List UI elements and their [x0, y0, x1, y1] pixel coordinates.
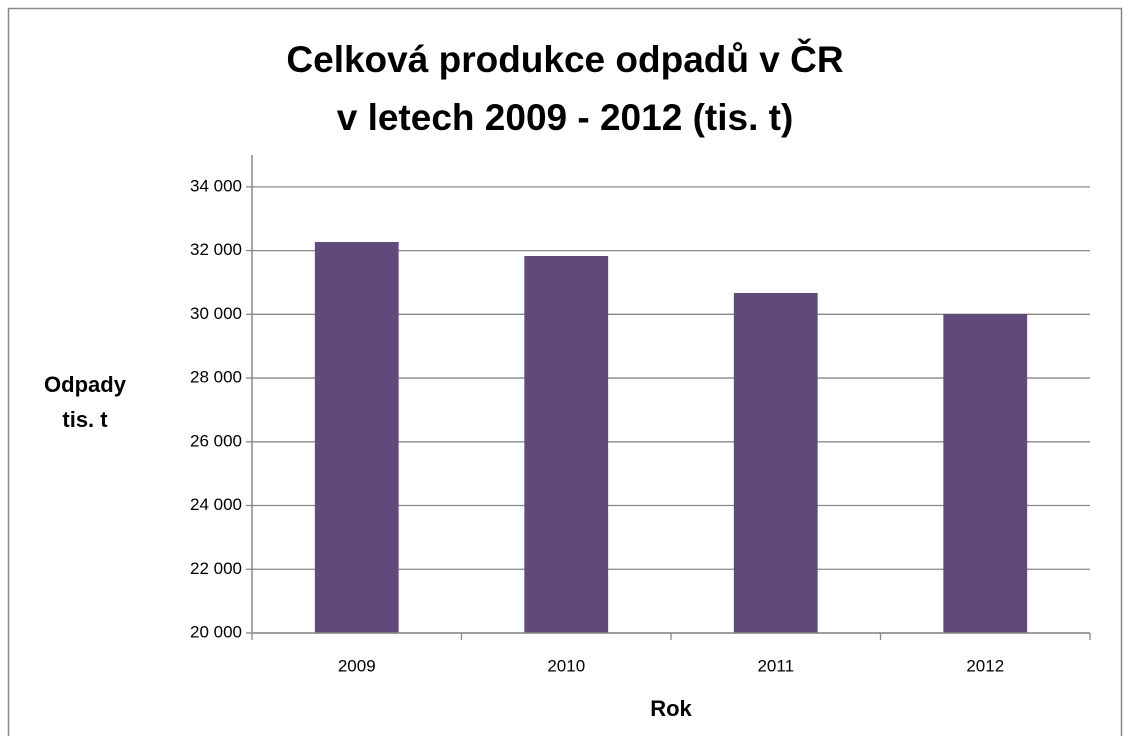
bar [314, 241, 399, 633]
y-tick-label: 24 000 [190, 495, 242, 514]
y-axis-title: tis. t [62, 407, 108, 432]
chart-title: Celková produkce odpadů v ČR [286, 38, 843, 80]
x-tick-label: 2010 [547, 656, 585, 675]
y-axis-title: Odpady [44, 372, 127, 397]
x-tick-label: 2012 [966, 656, 1004, 675]
y-tick-label: 22 000 [190, 559, 242, 578]
y-tick-label: 26 000 [190, 431, 242, 450]
chart-border [7, 7, 1123, 736]
x-tick-label: 2011 [757, 656, 794, 675]
y-tick-label: 28 000 [190, 368, 242, 387]
y-tick-label: 20 000 [190, 622, 242, 641]
x-tick-label: 2009 [338, 656, 376, 675]
bar [943, 314, 1028, 633]
bar [733, 292, 818, 633]
y-tick-label: 30 000 [190, 304, 242, 323]
y-tick-label: 34 000 [190, 176, 242, 195]
bar [524, 256, 609, 633]
x-axis-title: Rok [650, 696, 692, 721]
y-tick-label: 32 000 [190, 240, 242, 259]
chart-title: v letech 2009 - 2012 (tis. t) [337, 97, 794, 138]
